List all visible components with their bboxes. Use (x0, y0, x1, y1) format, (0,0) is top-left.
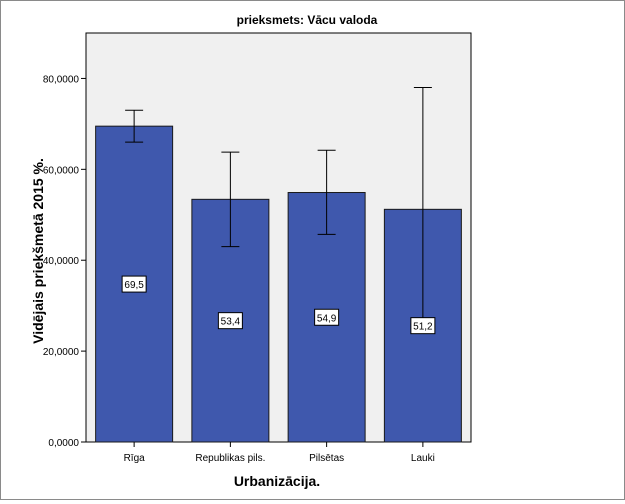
data-label-box (217, 312, 243, 330)
bars (95, 125, 462, 443)
data-labels: 69,5 53,4 54,9 51,2 (121, 275, 436, 335)
x-tick-label: Republikas pils. (195, 453, 265, 464)
y-tick-label: 40,0000 (43, 256, 80, 267)
data-label-box (314, 308, 340, 326)
data-label: 51,2 (413, 322, 433, 333)
x-tick-label: Rīga (124, 453, 146, 464)
y-tick-label: 80,0000 (43, 74, 80, 85)
data-label: 69,5 (124, 280, 144, 291)
chart-title: prieksmets: Vācu valoda (237, 13, 378, 27)
x-tick-label: Lauki (411, 453, 435, 464)
x-axis: Rīga Republikas pils. Pilsētas Lauki (124, 442, 435, 464)
y-tick-label: 60,0000 (43, 165, 80, 176)
data-label-box (410, 317, 436, 335)
x-axis-label: Urbanizācija. (234, 473, 320, 489)
data-label: 53,4 (221, 317, 241, 328)
y-tick-label: 0,0000 (48, 438, 79, 449)
y-axis: 0,0000 20,0000 40,0000 60,0000 80,0000 (43, 74, 86, 449)
data-label: 54,9 (317, 313, 337, 324)
data-label-box (121, 275, 147, 293)
x-tick-label: Pilsētas (309, 453, 344, 464)
y-axis-label: Vidējais priekšmetā 2015 %. (30, 158, 46, 344)
y-tick-label: 20,0000 (43, 347, 80, 358)
